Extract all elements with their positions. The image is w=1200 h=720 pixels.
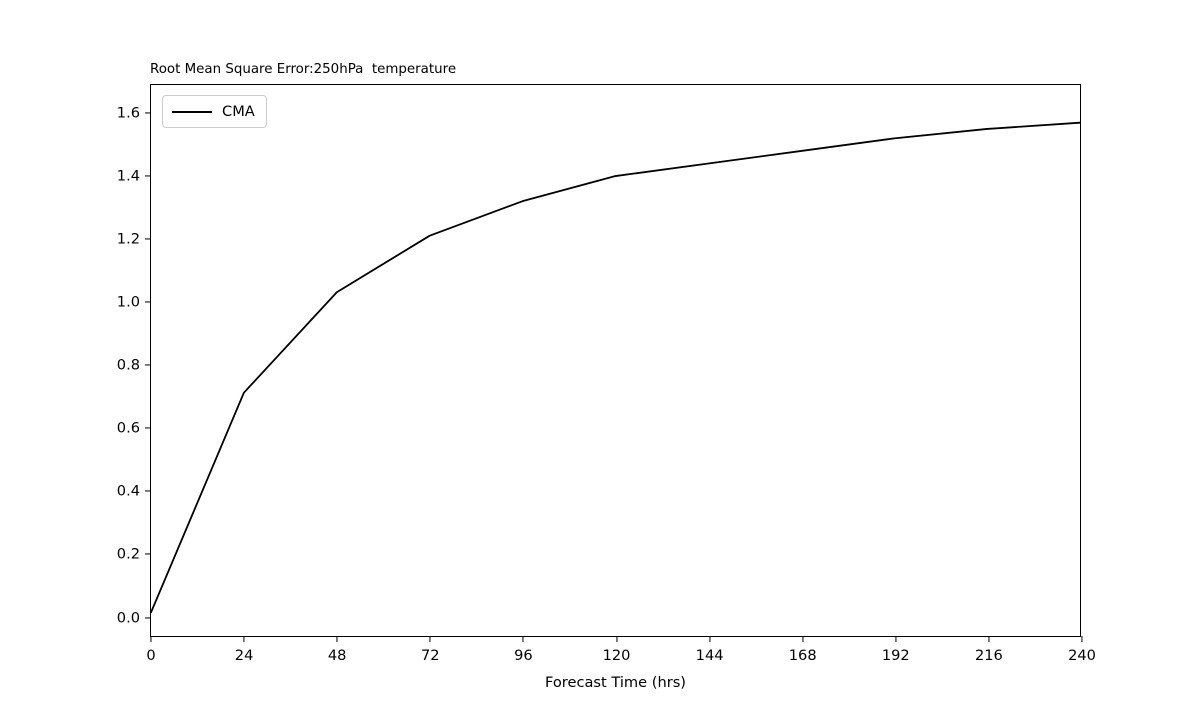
y-tick-mark <box>145 238 151 240</box>
y-tick-label: 0.6 <box>116 419 140 437</box>
y-tick-label: 0.4 <box>116 482 140 500</box>
y-tick-mark <box>145 301 151 303</box>
legend-box[interactable]: CMA <box>162 95 267 128</box>
y-tick-mark <box>145 490 151 492</box>
x-tick-label: 144 <box>695 647 724 664</box>
x-tick-mark <box>895 636 897 642</box>
x-tick-label: 72 <box>421 647 440 664</box>
x-tick-label: 120 <box>602 647 631 664</box>
x-tick-label: 24 <box>234 647 254 664</box>
x-tick-label: 240 <box>1068 647 1096 664</box>
x-axis-label: Forecast Time (hrs) <box>545 674 686 691</box>
y-tick-mark <box>145 112 151 114</box>
x-tick-mark <box>429 636 431 642</box>
y-tick-label: 1.2 <box>116 230 140 248</box>
x-tick-mark <box>522 636 524 642</box>
y-tick-label: 1.0 <box>116 293 140 311</box>
y-tick-mark <box>145 616 151 618</box>
x-tick-mark <box>243 636 245 642</box>
y-tick-label: 0.2 <box>116 545 140 563</box>
x-tick-label: 48 <box>327 647 347 664</box>
y-tick-mark <box>145 553 151 555</box>
y-tick-mark <box>145 175 151 177</box>
x-tick-mark <box>802 636 804 642</box>
legend-label: CMA <box>222 103 255 120</box>
x-tick-mark <box>988 636 990 642</box>
y-tick-mark <box>145 427 151 429</box>
x-tick-label: 192 <box>881 647 910 664</box>
x-tick-label: 96 <box>514 647 533 664</box>
legend-line-swatch <box>172 110 212 113</box>
x-tick-mark <box>150 636 152 642</box>
line-series-cma <box>151 121 1080 614</box>
y-tick-label: 1.6 <box>116 104 140 122</box>
x-tick-mark <box>336 636 338 642</box>
x-tick-mark <box>1081 636 1083 642</box>
y-tick-label: 1.4 <box>116 167 140 185</box>
x-tick-mark <box>615 636 617 642</box>
y-tick-label: 0.8 <box>116 356 140 374</box>
x-tick-label: 0 <box>146 647 156 664</box>
plot-area: 0.0 0.2 0.4 0.6 0.8 1.0 1.2 1.4 1.6 0 24 48 72 96 120… <box>117 84 1096 664</box>
series-line-cma <box>151 121 1080 614</box>
x-tick-label: 216 <box>974 647 1003 664</box>
legend-entry-cma[interactable]: CMA <box>172 103 255 120</box>
x-tick-label: 168 <box>788 647 817 664</box>
y-tick-label: 0.0 <box>116 609 140 627</box>
x-tick-mark <box>709 636 711 642</box>
y-tick-mark <box>145 364 151 366</box>
chart-title-line-1: Root Mean Square Error:250hPa temperatur… <box>150 62 457 78</box>
